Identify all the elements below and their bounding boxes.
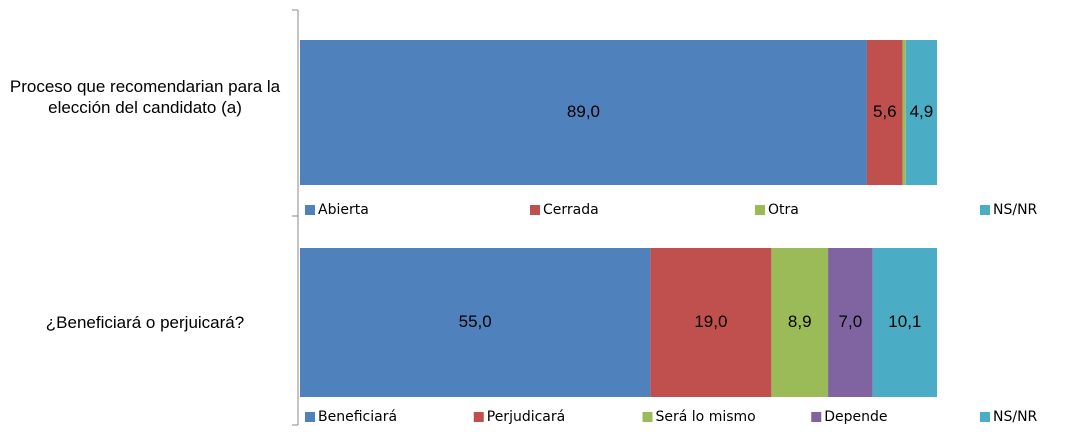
legend-swatch xyxy=(530,205,540,215)
legend-swatch xyxy=(642,412,653,422)
data-label: 10,1 xyxy=(888,312,921,331)
data-label: 5,6 xyxy=(873,102,897,121)
legend-label: NS/NR xyxy=(993,202,1038,218)
category-label: Proceso que recomendarian para la elecci… xyxy=(9,77,281,117)
legend-swatch xyxy=(755,205,765,215)
legend-swatch xyxy=(305,205,315,215)
legend-label: Abierta xyxy=(318,202,369,218)
bar-segment xyxy=(866,40,903,185)
legend-swatch xyxy=(305,412,315,422)
legend-swatch xyxy=(811,412,822,422)
data-label: 89,0 xyxy=(567,102,600,121)
data-label: 7,0 xyxy=(839,312,863,331)
bar-segment xyxy=(905,40,937,185)
data-label: 55,0 xyxy=(459,312,492,331)
bar-segment xyxy=(902,40,906,185)
legend-label: Beneficiará xyxy=(318,409,397,425)
legend-label: Depende xyxy=(824,409,887,425)
legend-swatch xyxy=(980,205,990,215)
data-label: 8,9 xyxy=(788,312,812,331)
data-label: 19,0 xyxy=(694,312,727,331)
legend-swatch xyxy=(980,412,990,422)
legend-label: Cerrada xyxy=(543,202,599,218)
legend-label: NS/NR xyxy=(993,409,1038,425)
bar-segment xyxy=(650,248,772,397)
bar-segment xyxy=(872,248,937,397)
bar-segment xyxy=(771,248,829,397)
bar-segment xyxy=(300,248,651,397)
legend-swatch xyxy=(473,412,484,422)
data-label: 4,9 xyxy=(910,102,934,121)
legend-label: Será lo mismo xyxy=(656,409,756,425)
category-label: ¿Beneficiará o perjuicará? xyxy=(45,313,245,332)
legend-label: Perjudicará xyxy=(487,409,565,425)
bar-segment xyxy=(300,40,867,185)
legend-label: Otra xyxy=(768,202,799,218)
bar-segment xyxy=(828,248,873,397)
